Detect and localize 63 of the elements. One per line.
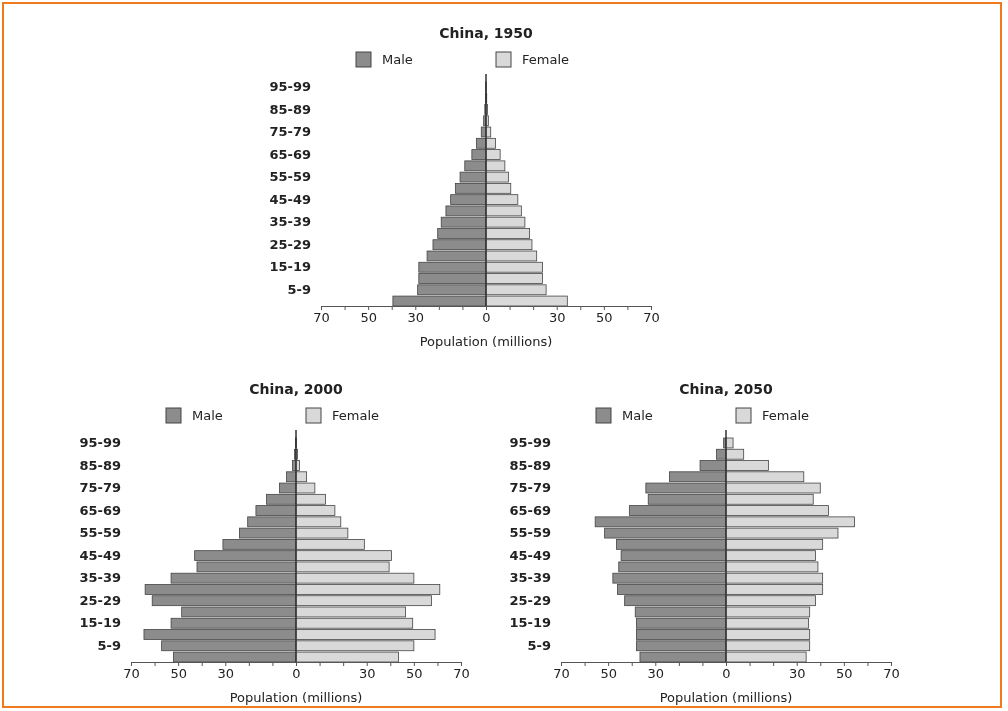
x-tick-label: 0 (292, 666, 301, 682)
y-tick-label: 45-49 (269, 191, 311, 207)
legend-label: Female (332, 408, 380, 423)
x-tick-label: 70 (643, 310, 660, 326)
x-tick-label: 70 (123, 666, 140, 682)
x-tick-label: 70 (553, 666, 570, 682)
x-tick-label: 70 (313, 310, 330, 326)
legend-label: Female (762, 408, 810, 423)
y-tick-label: 5-9 (97, 637, 121, 653)
y-tick-label: 75-79 (509, 480, 551, 496)
y-tick-label: 65-69 (269, 146, 311, 162)
x-tick-label: 30 (548, 310, 566, 326)
legend-label: Male (382, 52, 413, 67)
y-tick-label: 35-39 (79, 570, 121, 586)
y-tick-label: 85-89 (79, 457, 121, 473)
x-tick-label: 30 (358, 666, 376, 682)
y-tick-label: 25-29 (509, 592, 551, 608)
y-tick-label: 45-49 (509, 547, 551, 563)
x-tick-label: 50 (600, 666, 617, 682)
x-tick-label: 30 (217, 666, 235, 682)
y-tick-label: 75-79 (269, 124, 311, 140)
y-tick-label: 25-29 (269, 236, 311, 252)
y-tick-label: 5-9 (527, 637, 551, 653)
y-tick-label: 95-99 (79, 435, 121, 451)
y-tick-label: 55-59 (269, 169, 311, 185)
chart-title: China, 1950 (439, 25, 534, 41)
legend-label: Female (522, 52, 570, 67)
y-tick-label: 75-79 (79, 480, 121, 496)
x-tick-label: 70 (883, 666, 900, 682)
x-tick-label: 50 (360, 310, 377, 326)
y-tick-label: 45-49 (79, 547, 121, 563)
y-tick-label: 55-59 (79, 525, 121, 541)
x-axis-title: Population (millions) (229, 690, 363, 705)
x-axis-title: Population (millions) (419, 334, 553, 349)
y-tick-label: 15-19 (509, 615, 551, 631)
x-tick-label: 50 (406, 666, 423, 682)
x-tick-label: 50 (836, 666, 853, 682)
y-tick-label: 25-29 (79, 592, 121, 608)
chart-title: China, 2050 (679, 381, 774, 397)
y-tick-label: 85-89 (269, 101, 311, 117)
x-tick-label: 30 (788, 666, 806, 682)
x-tick-label: 30 (647, 666, 665, 682)
y-tick-label: 5-9 (287, 281, 311, 297)
y-tick-label: 35-39 (509, 570, 551, 586)
y-tick-label: 65-69 (509, 502, 551, 518)
x-axis-title: Population (millions) (659, 690, 793, 705)
y-tick-label: 95-99 (509, 435, 551, 451)
y-tick-label: 35-39 (269, 214, 311, 230)
x-tick-label: 50 (596, 310, 613, 326)
x-tick-label: 0 (722, 666, 731, 682)
y-tick-label: 95-99 (269, 79, 311, 95)
legend-label: Male (192, 408, 223, 423)
x-tick-label: 30 (407, 310, 425, 326)
y-tick-label: 65-69 (79, 502, 121, 518)
y-tick-label: 15-19 (79, 615, 121, 631)
legend-label: Male (622, 408, 653, 423)
y-tick-label: 55-59 (509, 525, 551, 541)
y-tick-label: 85-89 (509, 457, 551, 473)
x-tick-label: 70 (453, 666, 470, 682)
x-tick-label: 0 (482, 310, 491, 326)
y-tick-label: 15-19 (269, 259, 311, 275)
chart-title: China, 2000 (249, 381, 344, 397)
x-tick-label: 50 (170, 666, 187, 682)
